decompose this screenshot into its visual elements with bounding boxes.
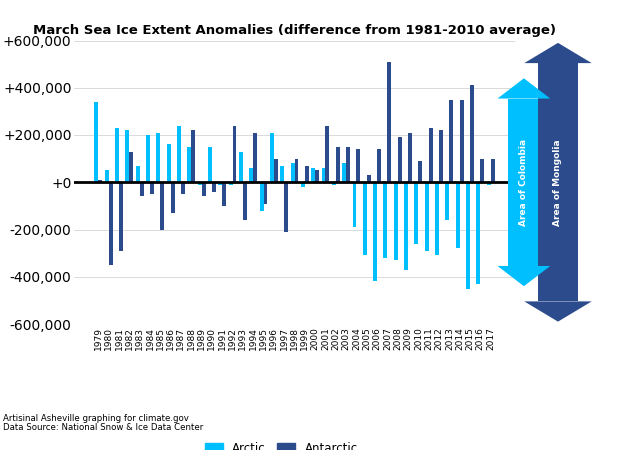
Bar bbox=[415, 182, 419, 244]
Bar bbox=[212, 182, 216, 192]
Bar bbox=[119, 182, 123, 251]
Bar bbox=[363, 182, 367, 256]
Bar bbox=[356, 149, 360, 182]
Text: Area of Colombia: Area of Colombia bbox=[520, 139, 528, 226]
Bar bbox=[108, 182, 113, 265]
Text: Artisinal Asheville graphing for climate.gov: Artisinal Asheville graphing for climate… bbox=[3, 414, 189, 423]
Bar bbox=[305, 166, 309, 182]
Bar bbox=[191, 130, 195, 182]
Bar bbox=[94, 102, 99, 182]
Bar bbox=[177, 126, 181, 182]
Bar bbox=[377, 149, 381, 182]
Bar bbox=[342, 163, 346, 182]
Bar bbox=[260, 182, 264, 211]
Bar bbox=[167, 144, 170, 182]
Bar bbox=[315, 171, 319, 182]
Text: Data Source: National Snow & Ice Data Center: Data Source: National Snow & Ice Data Ce… bbox=[3, 423, 203, 432]
Bar bbox=[249, 168, 253, 182]
Bar bbox=[253, 133, 257, 182]
Bar bbox=[218, 182, 222, 184]
Bar bbox=[243, 182, 247, 220]
Bar bbox=[332, 182, 336, 184]
Bar bbox=[408, 133, 412, 182]
Bar bbox=[428, 128, 433, 182]
Bar bbox=[146, 135, 150, 182]
Bar bbox=[470, 86, 474, 182]
Bar bbox=[301, 182, 305, 187]
Bar bbox=[490, 159, 495, 182]
Bar bbox=[284, 182, 288, 232]
Bar bbox=[435, 182, 439, 256]
Title: March Sea Ice Extent Anomalies (difference from 1981-2010 average): March Sea Ice Extent Anomalies (differen… bbox=[33, 23, 556, 36]
Bar bbox=[456, 182, 459, 248]
Bar bbox=[125, 130, 130, 182]
Bar bbox=[291, 163, 294, 182]
Bar bbox=[150, 182, 154, 194]
Bar bbox=[99, 180, 102, 182]
Bar bbox=[480, 159, 484, 182]
Bar bbox=[136, 166, 140, 182]
Bar bbox=[373, 182, 377, 282]
Bar bbox=[425, 182, 428, 251]
Bar bbox=[140, 182, 144, 196]
Bar bbox=[388, 62, 391, 182]
Bar bbox=[198, 182, 202, 184]
Bar bbox=[264, 182, 267, 203]
Bar bbox=[418, 161, 422, 182]
Bar bbox=[229, 182, 232, 184]
Bar bbox=[394, 182, 398, 260]
Bar bbox=[280, 166, 284, 182]
Bar bbox=[232, 126, 236, 182]
Bar bbox=[311, 168, 315, 182]
Bar bbox=[384, 182, 388, 258]
Bar bbox=[187, 147, 191, 182]
Bar bbox=[274, 159, 278, 182]
Bar bbox=[487, 182, 490, 184]
Bar bbox=[326, 126, 329, 182]
Bar bbox=[398, 137, 402, 182]
Bar bbox=[105, 171, 108, 182]
Bar bbox=[181, 182, 185, 194]
Bar bbox=[161, 182, 164, 230]
Bar bbox=[346, 147, 350, 182]
Text: Area of Mongolia: Area of Mongolia bbox=[554, 139, 562, 225]
Bar bbox=[450, 99, 453, 182]
Bar bbox=[404, 182, 408, 270]
Legend: Arctic, Antarctic: Arctic, Antarctic bbox=[200, 437, 363, 450]
Bar bbox=[459, 99, 464, 182]
Bar bbox=[170, 182, 174, 213]
Bar bbox=[202, 182, 205, 196]
Bar bbox=[270, 133, 274, 182]
Bar bbox=[239, 152, 243, 182]
Bar bbox=[353, 182, 356, 227]
Bar bbox=[466, 182, 470, 288]
Bar bbox=[294, 159, 298, 182]
Bar bbox=[130, 152, 133, 182]
Bar bbox=[322, 168, 326, 182]
Bar bbox=[439, 130, 443, 182]
Bar bbox=[208, 147, 212, 182]
Bar bbox=[336, 147, 340, 182]
Bar bbox=[156, 133, 161, 182]
Bar bbox=[222, 182, 226, 206]
Bar bbox=[115, 128, 119, 182]
Bar bbox=[445, 182, 450, 220]
Bar bbox=[476, 182, 480, 284]
Bar bbox=[367, 175, 371, 182]
